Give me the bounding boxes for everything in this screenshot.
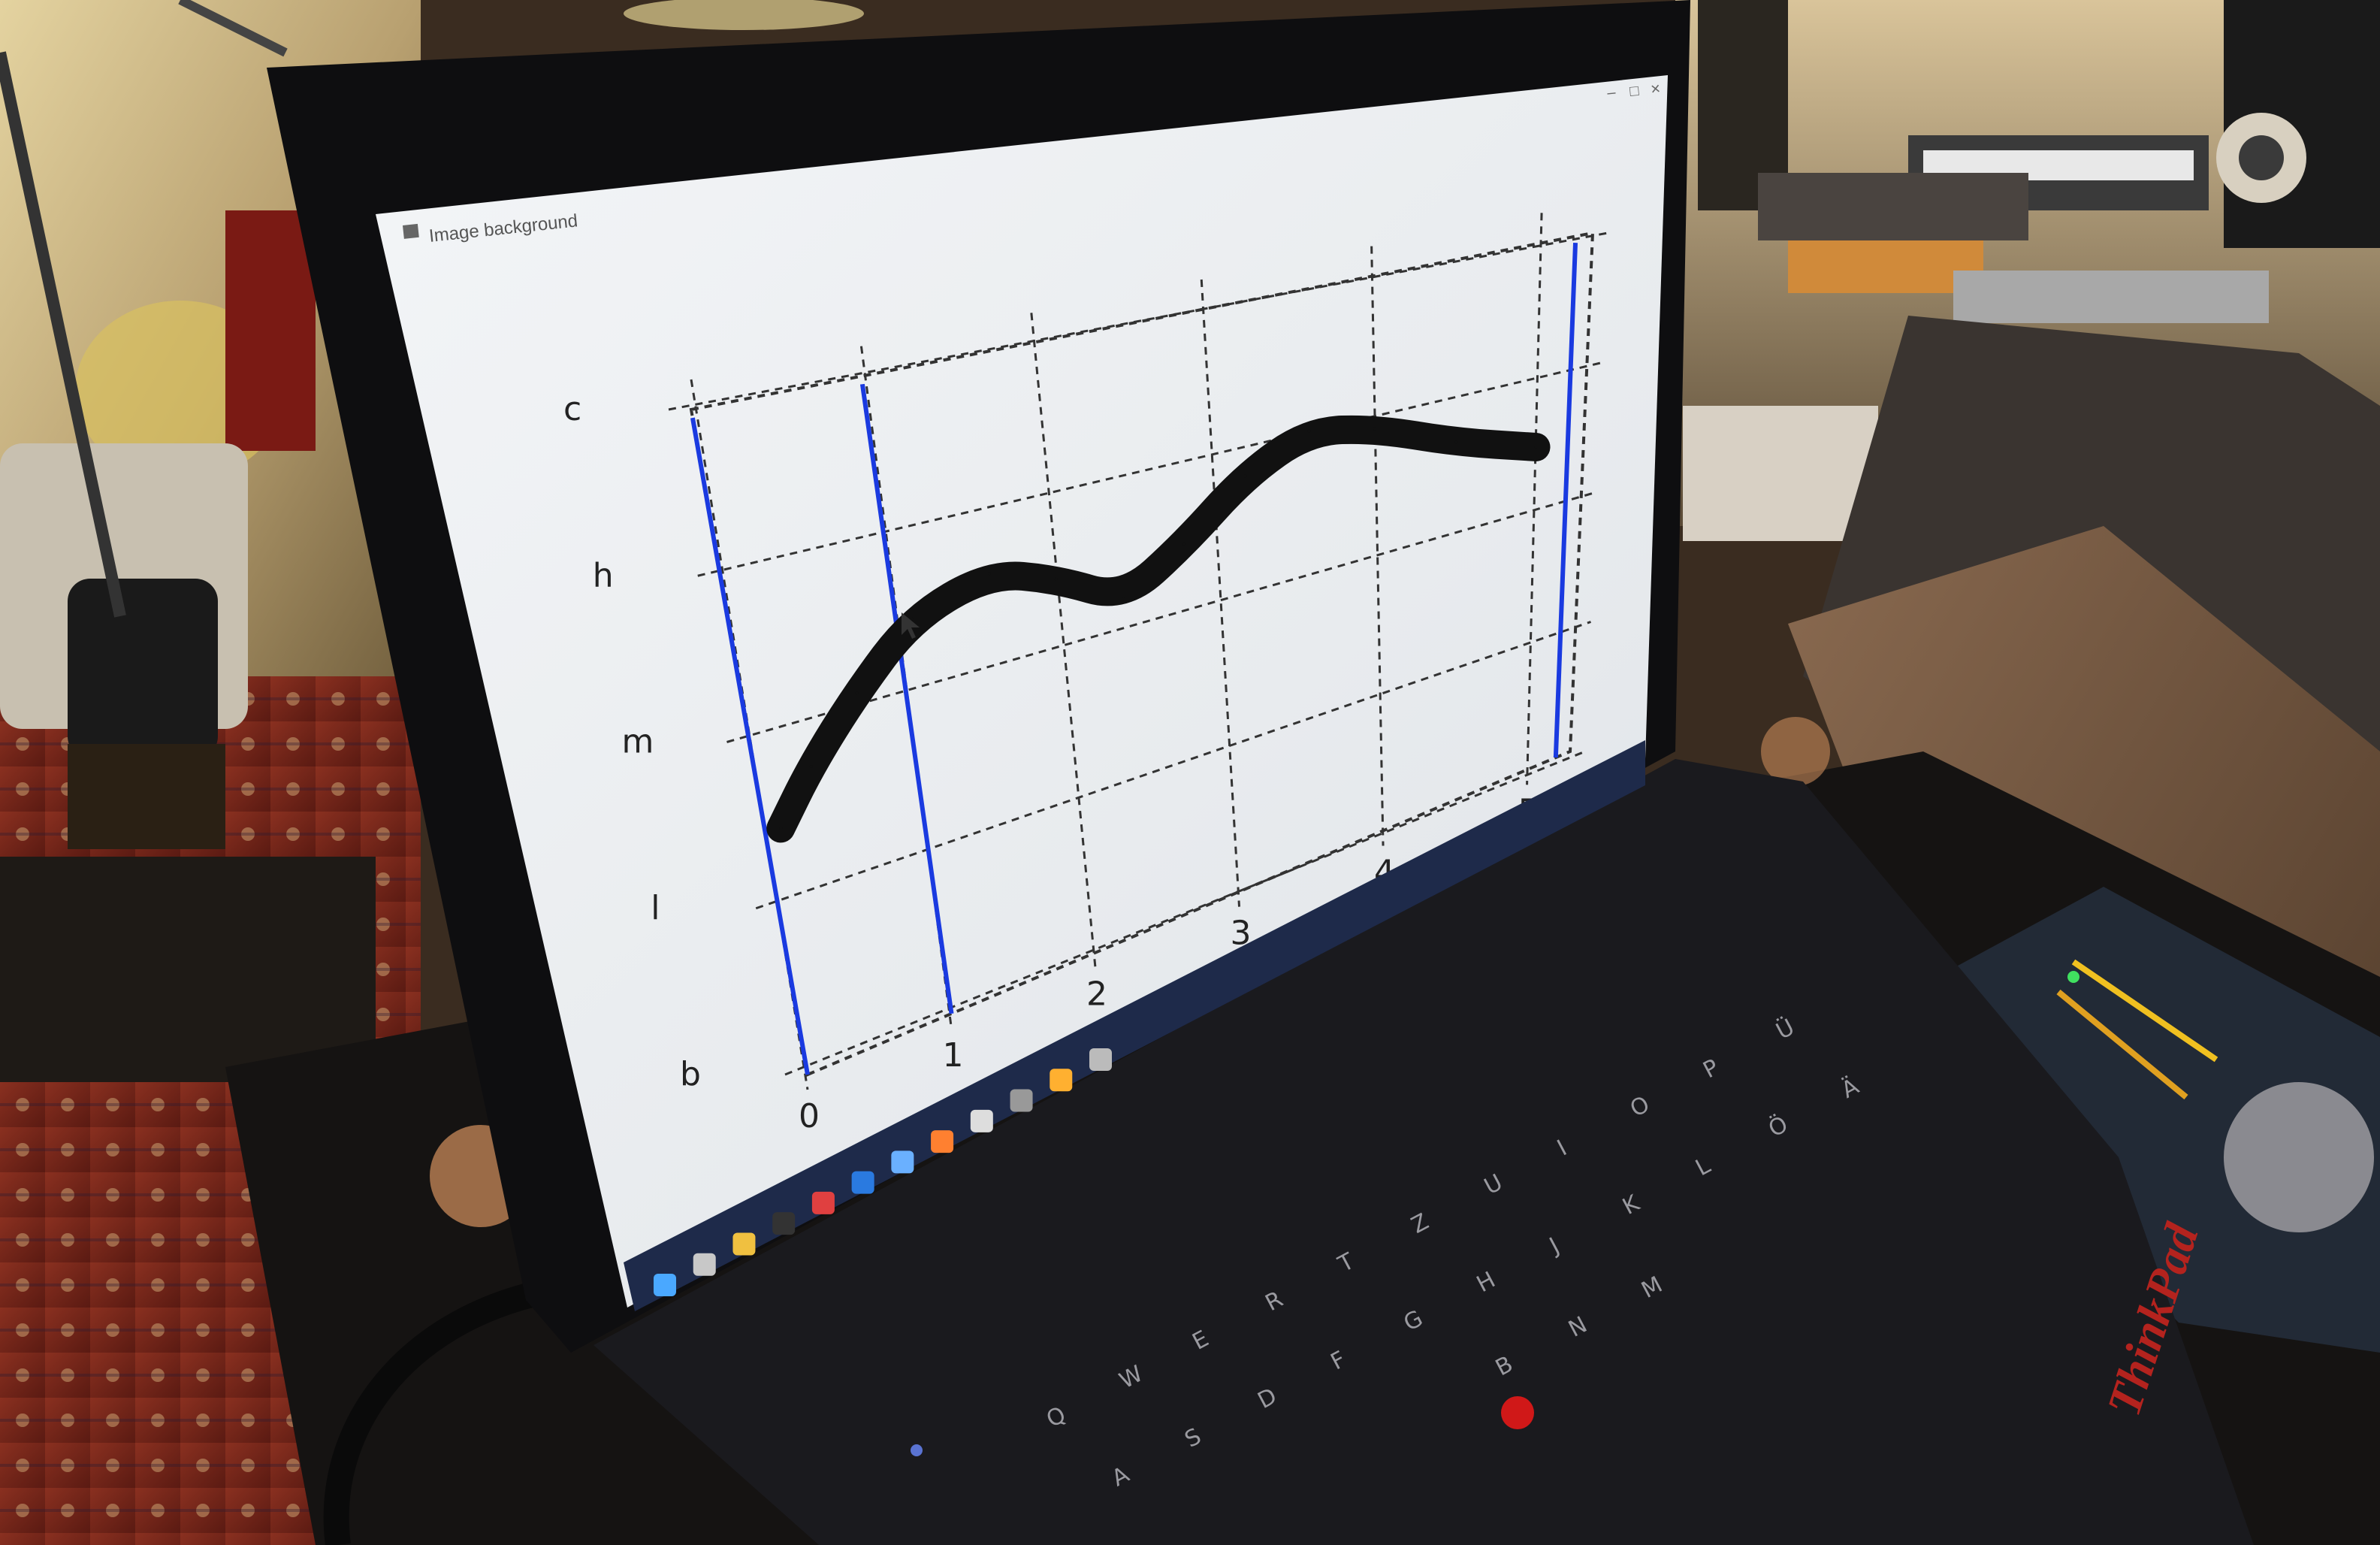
synth-2 bbox=[1758, 173, 2028, 240]
mixer bbox=[1953, 271, 2269, 323]
x-tick-label: 2 bbox=[1086, 975, 1107, 1014]
data-point bbox=[779, 827, 783, 830]
x-tick-label: 0 bbox=[799, 1097, 820, 1135]
data-point bbox=[987, 572, 991, 576]
grid-line-horizontal bbox=[697, 361, 1602, 577]
data-point bbox=[1534, 445, 1538, 449]
y-tick-label: b bbox=[680, 1055, 701, 1093]
app-icon[interactable] bbox=[1010, 1089, 1033, 1112]
speaker-small bbox=[68, 579, 218, 759]
y-tick-label: l bbox=[651, 889, 660, 927]
steam-icon[interactable] bbox=[970, 1109, 993, 1132]
start-icon[interactable] bbox=[654, 1274, 676, 1296]
grid-line-horizontal bbox=[784, 750, 1586, 1076]
audio-interface bbox=[1923, 887, 2380, 1353]
y-tick-label: c bbox=[563, 390, 581, 428]
grid-line-vertical bbox=[1370, 246, 1385, 846]
box bbox=[68, 744, 225, 849]
data-point bbox=[1182, 542, 1186, 546]
firefox-icon[interactable] bbox=[931, 1130, 954, 1153]
recycle-icon[interactable] bbox=[1089, 1048, 1112, 1071]
app-icon bbox=[402, 223, 419, 239]
edge-icon[interactable] bbox=[851, 1171, 874, 1194]
taskbar bbox=[624, 740, 1645, 1311]
folder-icon[interactable] bbox=[732, 1232, 756, 1256]
file-icon[interactable] bbox=[693, 1253, 716, 1276]
y-tick-label: m bbox=[622, 723, 654, 761]
screen bbox=[376, 75, 1668, 1308]
y-tick-label: h bbox=[593, 556, 614, 594]
minimize-button[interactable]: – bbox=[1606, 84, 1617, 101]
laptop-base bbox=[593, 759, 2254, 1545]
orange-panel bbox=[1788, 240, 1983, 293]
data-point bbox=[809, 765, 813, 769]
grid-line-horizontal bbox=[726, 491, 1597, 743]
grid-line-horizontal bbox=[668, 231, 1608, 411]
data-point bbox=[1454, 440, 1458, 444]
mouse-cursor-icon bbox=[902, 612, 920, 639]
volume-knob bbox=[2224, 1082, 2374, 1232]
grid-line-vertical bbox=[1030, 313, 1097, 968]
data-point bbox=[855, 691, 859, 695]
chat-icon[interactable] bbox=[891, 1150, 914, 1174]
maximize-button[interactable]: □ bbox=[1629, 83, 1639, 100]
close-button[interactable]: × bbox=[1650, 79, 1661, 98]
grid-line-vertical bbox=[1200, 279, 1241, 907]
data-point bbox=[911, 617, 914, 621]
data-point bbox=[1307, 429, 1311, 433]
data-point bbox=[1373, 427, 1376, 431]
brush-stroke-line bbox=[766, 415, 1551, 843]
data-point bbox=[1054, 577, 1058, 581]
taskbar-icons bbox=[654, 1048, 1112, 1296]
grid-line-vertical bbox=[1526, 213, 1543, 785]
level-meter bbox=[2071, 959, 2218, 1063]
marker-line bbox=[859, 383, 954, 1014]
grid-line-horizontal bbox=[755, 621, 1591, 910]
marker-line bbox=[690, 417, 810, 1075]
app-icon[interactable] bbox=[811, 1191, 835, 1214]
chart: 012345blmhc bbox=[563, 213, 1608, 1135]
data-point bbox=[1122, 597, 1125, 601]
x-tick-label: 1 bbox=[943, 1036, 964, 1075]
terminal-icon[interactable] bbox=[772, 1212, 796, 1235]
trackpoint bbox=[1501, 1396, 1534, 1429]
paper-sheets bbox=[1683, 406, 1878, 541]
cable bbox=[323, 1280, 544, 1545]
data-point bbox=[1243, 474, 1247, 478]
drum bbox=[225, 210, 316, 451]
marker-line bbox=[1553, 242, 1578, 758]
case bbox=[0, 857, 376, 1082]
pin-icon[interactable] bbox=[1050, 1069, 1073, 1092]
